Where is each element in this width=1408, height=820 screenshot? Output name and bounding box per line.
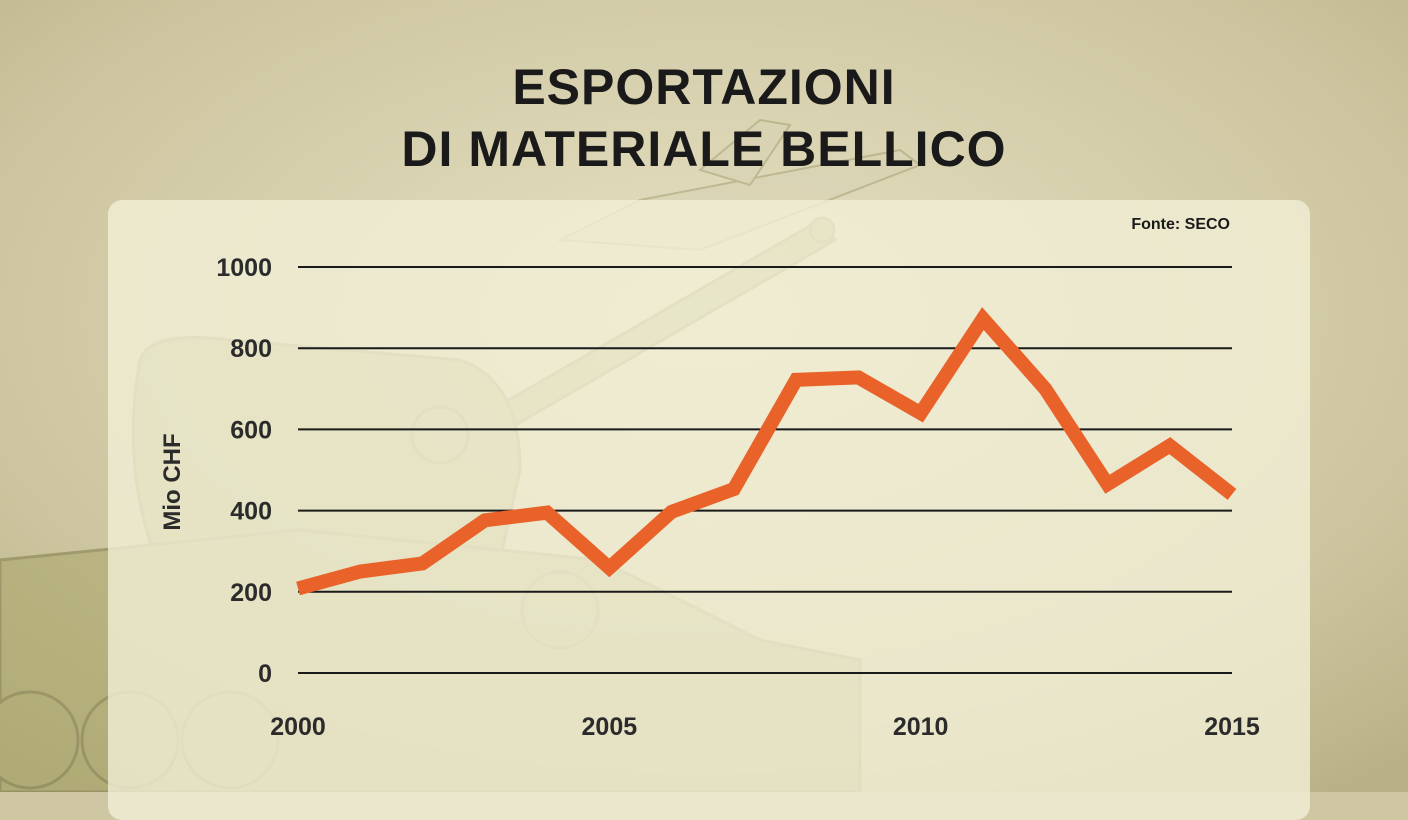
x-axis-ticks: 2000 2005 2010 2015 bbox=[270, 713, 1260, 741]
y-tick-label: 1000 bbox=[216, 254, 272, 282]
x-tick-label: 2015 bbox=[1204, 713, 1260, 741]
series-line-0 bbox=[296, 307, 1237, 596]
y-tick-label: 600 bbox=[230, 416, 272, 444]
y-tick-label: 0 bbox=[258, 660, 272, 688]
y-tick-label: 200 bbox=[230, 579, 272, 607]
series-group bbox=[296, 307, 1237, 596]
y-axis-label: Mio CHF bbox=[159, 433, 186, 530]
x-tick-label: 2010 bbox=[893, 713, 949, 741]
y-axis-ticks: 0 200 400 600 800 1000 bbox=[216, 254, 272, 688]
y-tick-label: 800 bbox=[230, 335, 272, 363]
line-chart: 0 200 400 600 800 1000 2000 2005 2010 2015 Mio C… bbox=[159, 216, 1260, 741]
source-label: Fonte: SECO bbox=[1131, 216, 1230, 233]
y-tick-label: 400 bbox=[230, 498, 272, 526]
chart-title-line-1: ESPORTAZIONI bbox=[512, 59, 896, 115]
x-tick-label: 2000 bbox=[270, 713, 326, 741]
x-tick-label: 2005 bbox=[582, 713, 638, 741]
chart-title-line-2: DI MATERIALE BELLICO bbox=[401, 121, 1007, 177]
